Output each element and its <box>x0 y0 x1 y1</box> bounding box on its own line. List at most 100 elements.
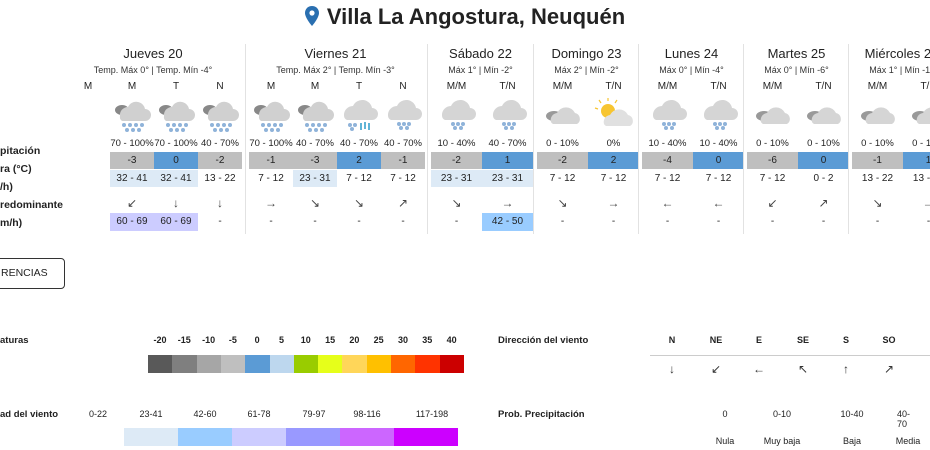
temp-scale-tick: 10 <box>300 335 311 345</box>
wind-speed-cell: 7 - 12 <box>346 173 372 184</box>
wind-color-swatch <box>178 428 232 446</box>
temperature-cell: -2 <box>537 152 588 169</box>
temperature-cell: 2 <box>337 152 381 169</box>
temp-color-swatch <box>391 355 416 373</box>
day-name: Viernes 21 <box>304 46 367 61</box>
wind-direction-arrow-icon: → <box>501 196 514 210</box>
direction-arrow-icon: ↖ <box>797 362 809 376</box>
direction-label: SO <box>882 335 896 345</box>
wind-color-swatch <box>232 428 286 446</box>
temp-scale-tick: -20 <box>153 335 167 345</box>
direction-label: SE <box>796 335 810 345</box>
direction-label: E <box>755 335 763 345</box>
precip-probability: 40 - 70% <box>383 138 423 149</box>
period-column: T/N 0% 2 7 - 12 → - <box>588 44 639 234</box>
temp-scale-tick: -5 <box>228 335 237 345</box>
temp-color-swatch <box>366 355 392 373</box>
temp-color-swatch <box>196 355 222 373</box>
precip-range: 40-70 <box>897 409 911 429</box>
period-column: M/M 0 - 10% -6 7 - 12 ↙ - <box>747 44 798 234</box>
wind-speed-cell: 7 - 12 <box>600 173 627 184</box>
wind-direction-arrow-icon: ↘ <box>309 196 321 210</box>
temp-color-swatch <box>342 355 367 373</box>
gust-cell: - <box>560 216 565 227</box>
wind-speed-cell: 7 - 12 <box>258 173 284 184</box>
period-column: T/N 0 - 10% 0 0 - 2 ↗ - <box>798 44 849 234</box>
temperature-cell: 1 <box>482 152 533 169</box>
temp-color-swatch <box>172 355 197 373</box>
cloud-snow-dark-icon <box>198 96 242 132</box>
temp-color-swatch <box>269 355 294 373</box>
precip-level: Media <box>895 436 921 446</box>
page-title: Villa La Angostura, Neuquén <box>0 4 930 30</box>
precip-level: Muy baja <box>763 436 801 446</box>
none-icon <box>66 96 110 132</box>
precip-probability: 0 - 10% <box>546 138 579 149</box>
day-temp-range: Máx 0° | Mín -4° <box>659 65 724 75</box>
cloud-sleet-icon <box>337 96 381 132</box>
period-label: T/N <box>605 81 622 92</box>
gust-cell: 42 - 50 <box>482 213 533 231</box>
day-column: Sábado 22 Máx 1° | Mín -2° M/M 10 - 40% -2… <box>427 44 533 234</box>
gust-cell: - <box>611 216 616 227</box>
temperature-cell: 0 <box>154 152 198 169</box>
gust-cell: - <box>313 216 317 227</box>
day-name: Jueves 20 <box>123 46 183 61</box>
cloud-snow-dark-icon <box>249 96 293 132</box>
wind-speed-cell: 23 - 31 <box>431 170 482 187</box>
precip-probability: 0 - 10% <box>807 138 840 149</box>
temp-color-swatch <box>439 355 465 373</box>
wind-scale-tick: 117-198 <box>415 409 449 419</box>
cloudy-icon <box>903 96 930 132</box>
temp-scale-tick: 40 <box>446 335 457 345</box>
gust-cell: - <box>716 216 721 227</box>
gust-cell: 60 - 69 <box>110 213 154 231</box>
precip-probability: 0 - 10% <box>912 138 930 149</box>
location-name: Villa La Angostura, Neuquén <box>326 4 626 29</box>
day-column: Miércoles 26 Máx 1° | Mín -1°M/M 0 - 10% … <box>848 44 930 234</box>
gust-cell: - <box>218 216 222 227</box>
day-column: Viernes 21 Temp. Máx 2° | Temp. Mín -3° M … <box>245 44 425 234</box>
row-label-gusts: m/h) <box>0 217 23 229</box>
wind-speed-cell: 23 - 31 <box>293 170 337 187</box>
gust-cell: - <box>770 216 775 227</box>
direction-label: N <box>668 335 676 345</box>
precip-level: Nula <box>715 436 735 446</box>
row-label-direction: redominante <box>0 199 64 211</box>
gust-cell: - <box>357 216 361 227</box>
period-label: T <box>172 81 180 92</box>
period-label: T/N <box>920 81 930 92</box>
period-label: M <box>127 81 137 92</box>
wind-direction-arrow-icon: → <box>607 196 620 210</box>
wind-color-swatch <box>340 428 394 446</box>
wind-scale-tick: 0-22 <box>88 409 108 419</box>
wind-speed-cell: 7 - 12 <box>549 173 576 184</box>
temperature-cell: -1 <box>381 152 425 169</box>
day-temp-range: Máx 0° | Mín -6° <box>764 65 829 75</box>
temp-legend-label: aturas <box>0 335 29 346</box>
gust-cell: - <box>926 216 930 227</box>
period-label: M/M <box>657 81 678 92</box>
wind-direction-arrow-icon: ↘ <box>557 196 568 210</box>
references-button[interactable]: RENCIAS <box>0 258 65 289</box>
precip-probability: 10 - 40% <box>648 138 687 149</box>
period-label: N <box>399 81 407 92</box>
period-label: M/M <box>867 81 888 92</box>
period-label: T/N <box>499 81 516 92</box>
cloud-snow-icon <box>482 96 533 132</box>
temp-scale-tick: -15 <box>177 335 191 345</box>
gust-cell <box>66 213 110 231</box>
temperature-cell: -2 <box>431 152 482 169</box>
cloud-snow-dark-icon <box>154 96 198 132</box>
wind-scale-tick: 98-116 <box>353 409 381 419</box>
divider <box>650 355 930 356</box>
precip-range: 0 <box>722 409 728 419</box>
period-label: M <box>266 81 276 92</box>
precip-level: Baja <box>842 436 862 446</box>
temp-scale-tick: 5 <box>278 335 285 345</box>
precip-probability: 70 - 100% <box>110 138 154 149</box>
wind-speed-cell: 7 - 12 <box>705 173 732 184</box>
cloudy-icon <box>798 96 849 132</box>
wind-color-swatch <box>394 428 458 446</box>
period-label: M/M <box>762 81 783 92</box>
